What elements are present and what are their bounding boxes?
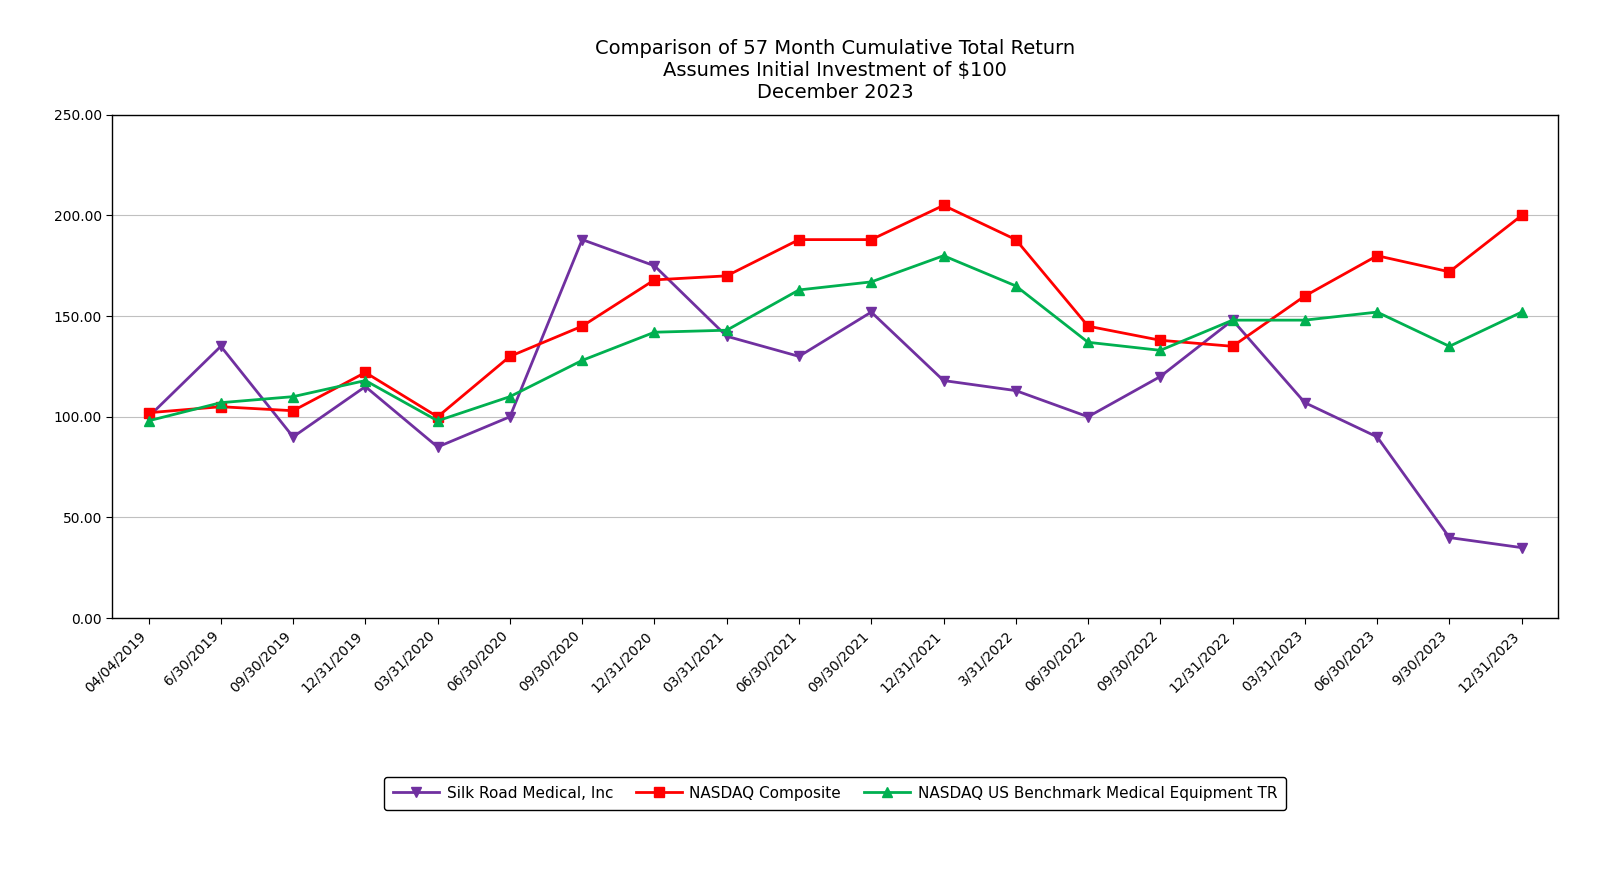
- NASDAQ Composite: [790, 234, 807, 245]
- Legend: Silk Road Medical, Inc, NASDAQ Composite, NASDAQ US Benchmark Medical Equipment : Silk Road Medical, Inc, NASDAQ Composite…: [384, 777, 1286, 810]
- Title: Comparison of 57 Month Cumulative Total Return
Assumes Initial Investment of $10: Comparison of 57 Month Cumulative Total …: [595, 39, 1074, 102]
- NASDAQ Composite: [573, 321, 592, 331]
- Silk Road Medical, Inc: [573, 234, 592, 245]
- NASDAQ US Benchmark Medical Equipment TR: [1512, 306, 1531, 317]
- NASDAQ Composite: [427, 411, 446, 422]
- NASDAQ US Benchmark Medical Equipment TR: [1438, 341, 1457, 351]
- NASDAQ Composite: [284, 405, 303, 416]
- Silk Road Medical, Inc: [501, 411, 520, 422]
- NASDAQ US Benchmark Medical Equipment TR: [1079, 337, 1098, 348]
- Silk Road Medical, Inc: [356, 381, 376, 392]
- Silk Road Medical, Inc: [1223, 315, 1242, 326]
- NASDAQ US Benchmark Medical Equipment TR: [212, 397, 231, 408]
- NASDAQ US Benchmark Medical Equipment TR: [573, 355, 592, 366]
- Silk Road Medical, Inc: [934, 375, 953, 386]
- NASDAQ US Benchmark Medical Equipment TR: [284, 391, 303, 402]
- Silk Road Medical, Inc: [427, 442, 446, 452]
- NASDAQ US Benchmark Medical Equipment TR: [716, 325, 735, 336]
- NASDAQ Composite: [1223, 341, 1242, 351]
- Silk Road Medical, Inc: [1149, 371, 1168, 381]
- NASDAQ Composite: [934, 200, 953, 211]
- NASDAQ US Benchmark Medical Equipment TR: [1367, 306, 1387, 317]
- NASDAQ Composite: [140, 407, 159, 418]
- Silk Road Medical, Inc: [716, 331, 735, 342]
- NASDAQ Composite: [1149, 335, 1168, 345]
- Silk Road Medical, Inc: [1079, 411, 1098, 422]
- NASDAQ Composite: [501, 351, 520, 362]
- NASDAQ Composite: [356, 367, 376, 378]
- NASDAQ Composite: [860, 234, 880, 245]
- NASDAQ Composite: [645, 275, 664, 285]
- NASDAQ US Benchmark Medical Equipment TR: [934, 251, 953, 261]
- NASDAQ Composite: [212, 402, 231, 412]
- Silk Road Medical, Inc: [140, 411, 159, 422]
- Silk Road Medical, Inc: [1294, 397, 1313, 408]
- NASDAQ Composite: [1079, 321, 1098, 331]
- Line: NASDAQ Composite: NASDAQ Composite: [143, 200, 1526, 422]
- NASDAQ US Benchmark Medical Equipment TR: [501, 391, 520, 402]
- Silk Road Medical, Inc: [212, 341, 231, 351]
- Silk Road Medical, Inc: [1367, 432, 1387, 442]
- NASDAQ US Benchmark Medical Equipment TR: [1149, 345, 1168, 356]
- NASDAQ Composite: [1512, 210, 1531, 221]
- NASDAQ US Benchmark Medical Equipment TR: [645, 327, 664, 337]
- NASDAQ US Benchmark Medical Equipment TR: [790, 284, 807, 295]
- Silk Road Medical, Inc: [1005, 385, 1026, 396]
- NASDAQ US Benchmark Medical Equipment TR: [427, 416, 446, 426]
- Silk Road Medical, Inc: [1438, 532, 1457, 543]
- Silk Road Medical, Inc: [1512, 542, 1531, 553]
- Silk Road Medical, Inc: [790, 351, 807, 362]
- Line: Silk Road Medical, Inc: Silk Road Medical, Inc: [143, 235, 1526, 553]
- NASDAQ Composite: [1438, 267, 1457, 277]
- NASDAQ US Benchmark Medical Equipment TR: [860, 276, 880, 287]
- NASDAQ US Benchmark Medical Equipment TR: [1005, 281, 1026, 291]
- Line: NASDAQ US Benchmark Medical Equipment TR: NASDAQ US Benchmark Medical Equipment TR: [143, 251, 1526, 426]
- Silk Road Medical, Inc: [645, 260, 664, 271]
- Silk Road Medical, Inc: [284, 432, 303, 442]
- NASDAQ US Benchmark Medical Equipment TR: [1294, 315, 1313, 326]
- Silk Road Medical, Inc: [860, 306, 880, 317]
- NASDAQ Composite: [1294, 291, 1313, 301]
- NASDAQ Composite: [1367, 251, 1387, 261]
- NASDAQ US Benchmark Medical Equipment TR: [1223, 315, 1242, 326]
- NASDAQ Composite: [716, 270, 735, 281]
- NASDAQ US Benchmark Medical Equipment TR: [356, 375, 376, 386]
- NASDAQ US Benchmark Medical Equipment TR: [140, 416, 159, 426]
- NASDAQ Composite: [1005, 234, 1026, 245]
